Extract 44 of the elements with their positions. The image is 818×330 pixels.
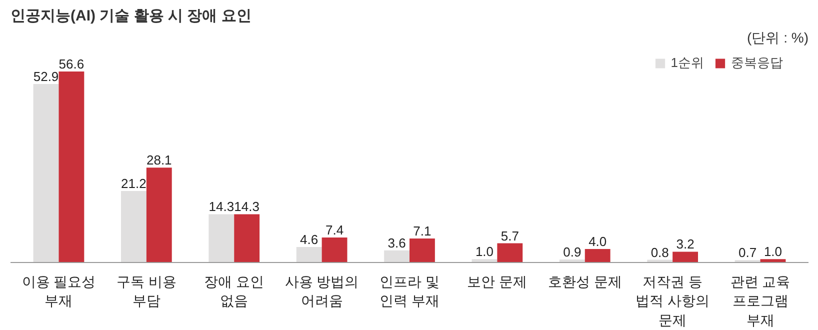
- bar: [584, 249, 610, 262]
- data-label: 3.2: [676, 236, 694, 252]
- data-label: 0.9: [563, 244, 582, 260]
- bar: [120, 190, 146, 262]
- x-tick-label: 이용 필요성 부재: [22, 274, 96, 309]
- bar: [672, 252, 698, 262]
- data-label: 21.2: [121, 176, 146, 191]
- x-tick-label: 저작권 등 법적 사항의 문제: [636, 274, 710, 328]
- data-label: 0.8: [650, 244, 669, 260]
- x-tick-label: 보안 문제: [467, 274, 528, 290]
- bar: [322, 238, 348, 262]
- chart-title: 인공지능(AI) 기술 활용 시 장애 요인: [10, 8, 252, 24]
- bar: [497, 243, 523, 262]
- bar: [410, 238, 435, 262]
- data-label: 52.9: [33, 69, 59, 84]
- legend-label: 1순위: [670, 54, 704, 72]
- data-label: 7.1: [413, 224, 432, 239]
- x-tick-label: 사용 방법의 어려움: [284, 274, 359, 309]
- bar: [384, 250, 410, 262]
- bar: [208, 214, 234, 262]
- data-label: 14.3: [208, 199, 234, 214]
- bar: [33, 84, 59, 262]
- x-tick-label: 구독 비용 부담: [116, 274, 176, 309]
- data-label: 7.4: [325, 222, 344, 238]
- data-label: 1.0: [764, 244, 782, 260]
- x-tick-label: 인프라 및 인력 부재: [380, 274, 440, 309]
- legend-label: 중복응답: [731, 54, 783, 72]
- data-label: 4.6: [300, 232, 318, 247]
- data-label: 0.7: [738, 245, 757, 260]
- x-tick-label: 호환성 문제: [548, 274, 622, 290]
- data-label: 14.3: [234, 199, 260, 214]
- data-label: 3.6: [388, 235, 406, 250]
- bar: [58, 72, 84, 262]
- data-label: 5.7: [500, 228, 519, 244]
- data-label: 1.0: [475, 244, 494, 260]
- bar: [296, 246, 322, 262]
- bar: [146, 168, 172, 262]
- data-label: 4.0: [588, 234, 607, 250]
- x-tick-label: 관련 교육 프로그램 부재: [730, 274, 790, 328]
- text: (단위 : %): [747, 30, 809, 46]
- x-tick-label: 장애 요인 없음: [204, 274, 264, 309]
- bar: [234, 214, 260, 262]
- data-label: 28.1: [146, 152, 172, 168]
- data-label: 56.6: [58, 56, 84, 72]
